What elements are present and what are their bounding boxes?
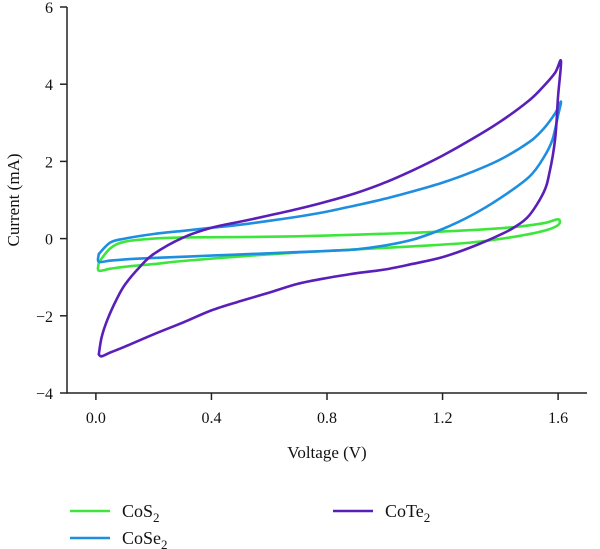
y-axis-title: Current (mA) bbox=[4, 153, 23, 246]
x-axis: 0.0 0.4 0.8 1.2 1.6 bbox=[86, 393, 568, 427]
plot-area bbox=[96, 58, 563, 358]
y-tick-label: 2 bbox=[45, 154, 53, 171]
x-tick-label: 0.0 bbox=[86, 410, 106, 427]
y-tick-label: 0 bbox=[45, 232, 53, 249]
legend-label-subscript: 2 bbox=[153, 510, 160, 525]
legend-label-cos2: CoS2 bbox=[122, 501, 160, 525]
series-line-cos2 bbox=[96, 217, 562, 273]
legend-label-subscript: 2 bbox=[424, 510, 431, 525]
legend-label-cote2: CoTe2 bbox=[385, 501, 430, 525]
x-tick-label: 1.2 bbox=[433, 410, 453, 427]
legend-label-name: CoSe bbox=[122, 528, 161, 548]
y-tick-label: −2 bbox=[36, 309, 53, 326]
x-tick-label: 0.4 bbox=[201, 410, 221, 427]
x-axis-title: Voltage (V) bbox=[287, 443, 366, 462]
y-tick-label: −4 bbox=[36, 386, 53, 403]
axes bbox=[66, 7, 587, 394]
y-axis: −4 −2 0 2 4 6 bbox=[36, 0, 67, 403]
y-tick-label: 6 bbox=[45, 0, 53, 17]
legend-label-name: CoTe bbox=[385, 501, 424, 521]
series-line-cote2 bbox=[97, 58, 563, 358]
series-line-cose2 bbox=[96, 100, 563, 264]
y-tick-label: 4 bbox=[45, 77, 53, 94]
legend-label-cose2: CoSe2 bbox=[122, 528, 168, 549]
legend-label-subscript: 2 bbox=[161, 537, 168, 549]
x-tick-label: 0.8 bbox=[317, 410, 337, 427]
x-tick-label: 1.6 bbox=[548, 410, 568, 427]
legend-label-name: CoS bbox=[122, 501, 153, 521]
axes-frame bbox=[66, 7, 587, 394]
